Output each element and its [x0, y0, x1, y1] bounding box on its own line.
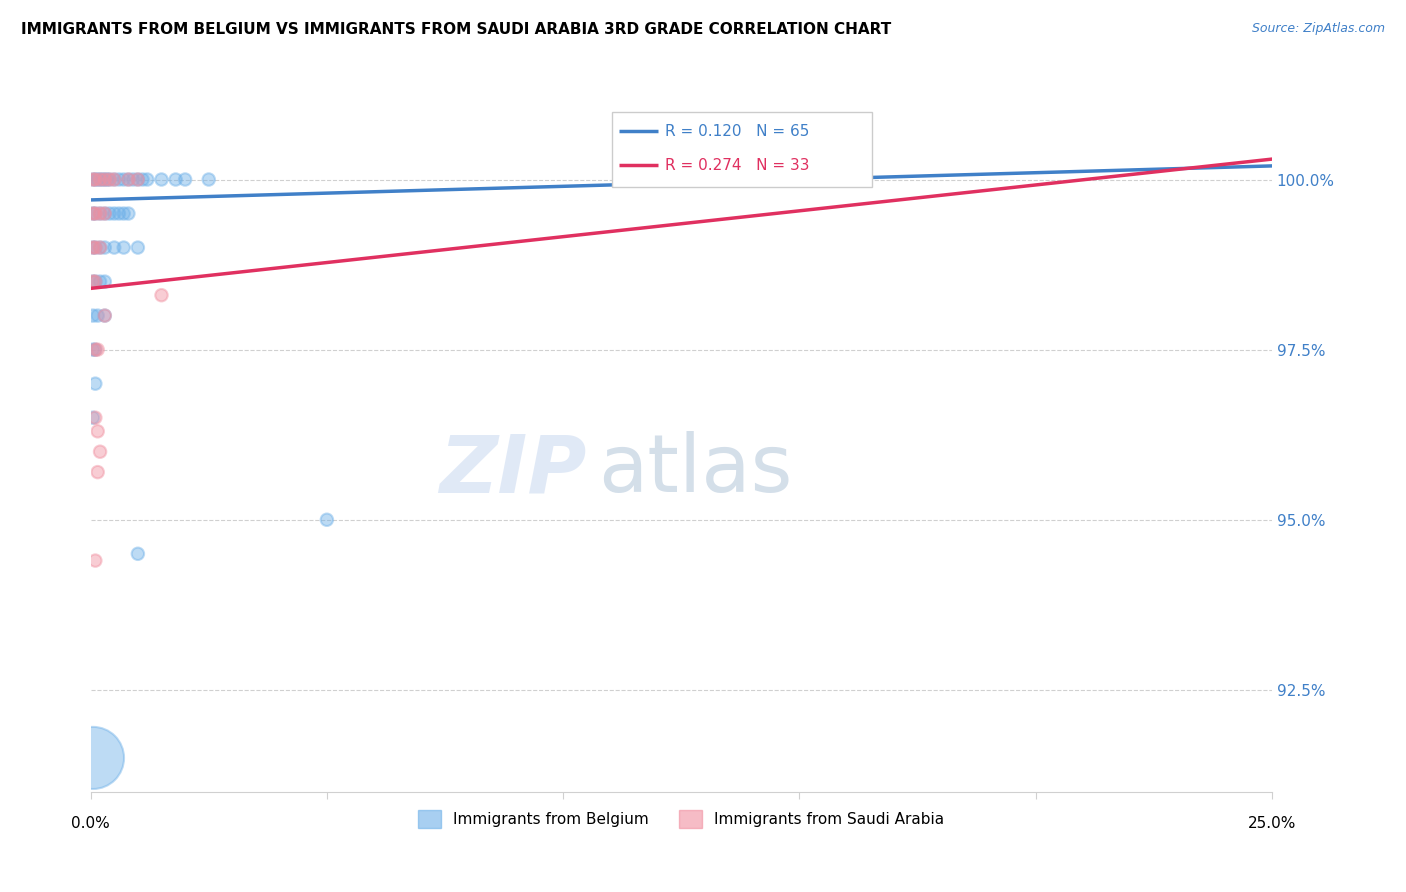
Point [647, 172, 669, 186]
Point [84, 241, 107, 255]
Point [84, 241, 107, 255]
Text: Source: ZipAtlas.com: Source: ZipAtlas.com [1251, 22, 1385, 36]
Text: 25.0%: 25.0% [1247, 816, 1296, 830]
Point [82, 751, 104, 765]
Point [89, 275, 111, 289]
Point [117, 172, 139, 186]
Text: ZIP: ZIP [440, 432, 586, 509]
Point [103, 172, 125, 186]
Point [82, 309, 104, 323]
Point [136, 172, 159, 186]
Text: R = 0.274   N = 33: R = 0.274 N = 33 [665, 158, 810, 172]
Point [315, 513, 337, 527]
Point [82, 275, 104, 289]
Point [165, 172, 187, 186]
Point [82, 206, 104, 220]
Point [117, 172, 139, 186]
Point [197, 172, 219, 186]
Point [103, 172, 125, 186]
Point [112, 172, 135, 186]
Point [82, 410, 104, 425]
Point [89, 241, 111, 255]
Point [131, 172, 153, 186]
Point [84, 172, 107, 186]
Point [94, 172, 117, 186]
Point [94, 309, 117, 323]
Point [112, 241, 135, 255]
Point [94, 275, 117, 289]
Point [82, 206, 104, 220]
Point [89, 172, 111, 186]
Point [84, 376, 107, 391]
Point [112, 206, 135, 220]
Point [84, 343, 107, 357]
Point [82, 343, 104, 357]
Point [94, 206, 117, 220]
Point [98, 206, 121, 220]
Point [84, 172, 107, 186]
Point [86, 309, 108, 323]
Point [98, 172, 121, 186]
Point [96, 172, 118, 186]
Point [91, 172, 114, 186]
Point [122, 172, 145, 186]
Point [117, 206, 139, 220]
Point [82, 241, 104, 255]
Point [82, 172, 104, 186]
Point [174, 172, 197, 186]
Point [94, 206, 117, 220]
Point [86, 172, 108, 186]
Point [103, 241, 125, 255]
Point [84, 343, 107, 357]
Point [89, 206, 111, 220]
Point [82, 172, 104, 186]
Point [86, 425, 108, 439]
Text: 0.0%: 0.0% [72, 816, 110, 830]
Point [86, 343, 108, 357]
Point [671, 172, 693, 186]
Point [82, 275, 104, 289]
Point [150, 288, 173, 302]
Point [108, 206, 131, 220]
Point [84, 553, 107, 567]
Text: atlas: atlas [599, 432, 793, 509]
Point [86, 465, 108, 479]
Point [89, 444, 111, 458]
Point [98, 172, 121, 186]
Point [94, 309, 117, 323]
Point [84, 275, 107, 289]
Point [89, 241, 111, 255]
Text: IMMIGRANTS FROM BELGIUM VS IMMIGRANTS FROM SAUDI ARABIA 3RD GRADE CORRELATION CH: IMMIGRANTS FROM BELGIUM VS IMMIGRANTS FR… [21, 22, 891, 37]
Point [84, 206, 107, 220]
Point [127, 241, 149, 255]
Point [84, 410, 107, 425]
Point [94, 172, 117, 186]
Point [89, 206, 111, 220]
Legend: Immigrants from Belgium, Immigrants from Saudi Arabia: Immigrants from Belgium, Immigrants from… [412, 804, 950, 834]
Text: R = 0.120   N = 65: R = 0.120 N = 65 [665, 124, 810, 138]
Point [84, 275, 107, 289]
Point [103, 206, 125, 220]
Point [84, 206, 107, 220]
Point [127, 547, 149, 561]
Point [82, 241, 104, 255]
Point [150, 172, 173, 186]
Point [89, 172, 111, 186]
Point [94, 241, 117, 255]
Point [108, 172, 131, 186]
Point [127, 172, 149, 186]
Point [127, 172, 149, 186]
